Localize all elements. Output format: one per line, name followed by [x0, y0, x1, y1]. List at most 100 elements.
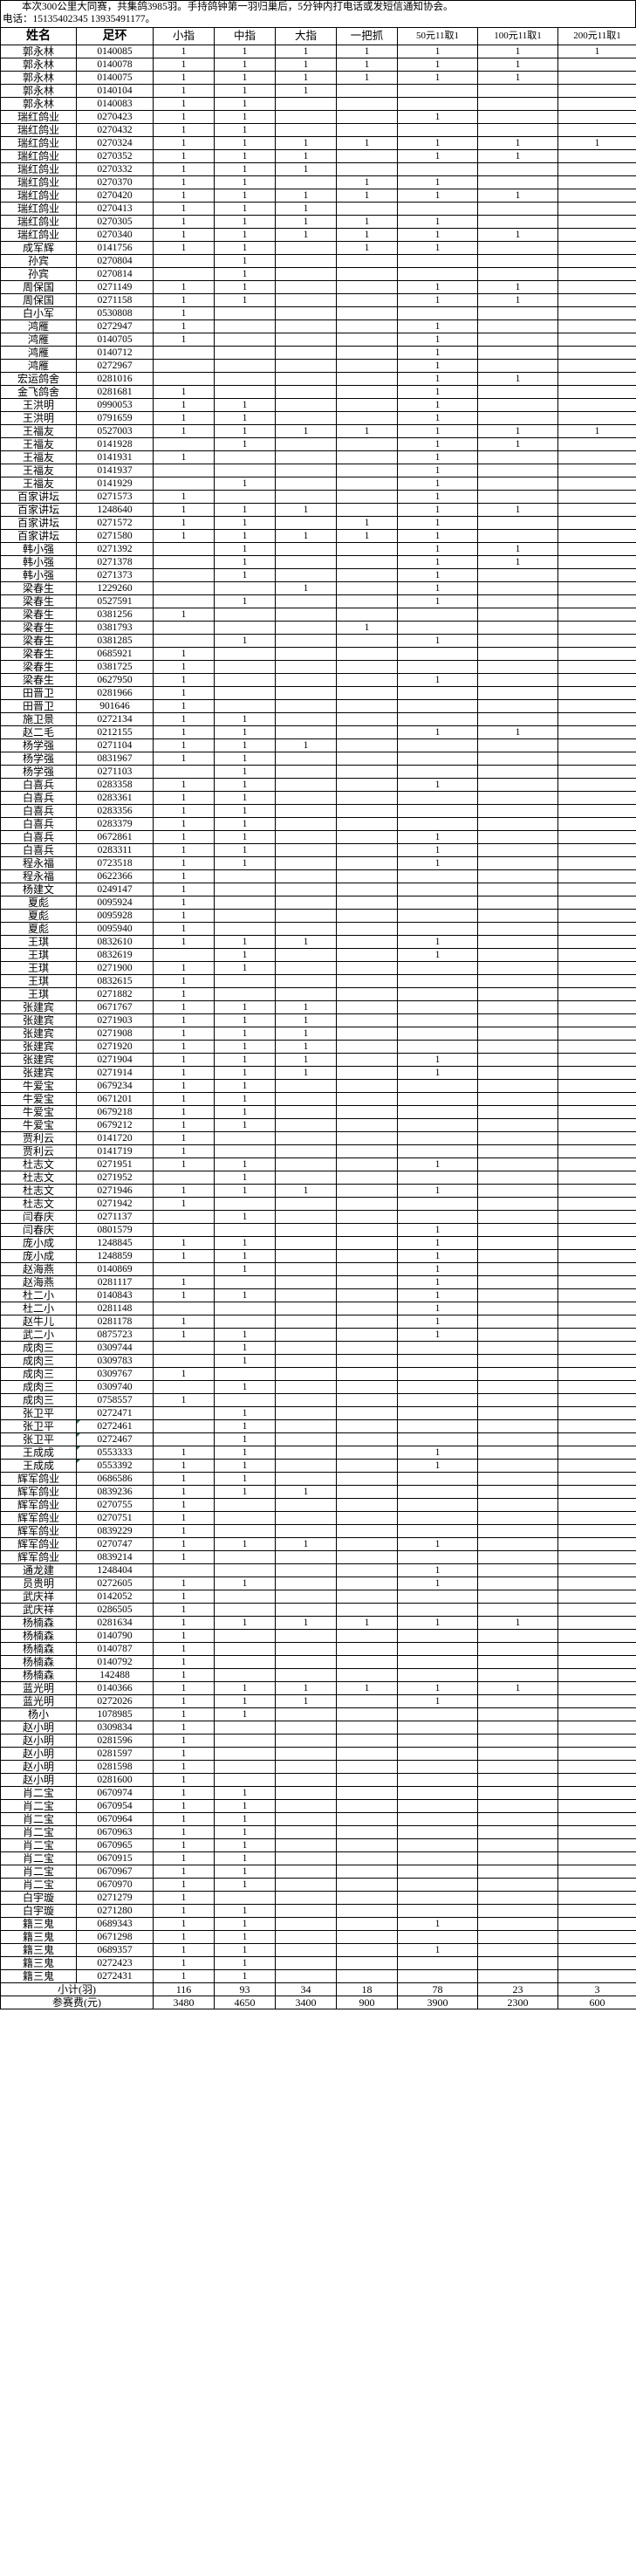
cell-middle-finger[interactable]: 1	[214, 1472, 276, 1486]
cell-grab[interactable]	[336, 804, 398, 818]
cell-prize-100[interactable]	[477, 1210, 558, 1224]
cell-middle-finger[interactable]: 1	[214, 254, 276, 268]
cell-prize-100[interactable]	[477, 1930, 558, 1944]
cell-prize-50[interactable]	[397, 1524, 478, 1538]
cell-prize-50[interactable]	[397, 1354, 478, 1368]
cell-middle-finger[interactable]	[214, 1275, 276, 1289]
cell-small-finger[interactable]: 1	[153, 1917, 215, 1931]
cell-prize-50[interactable]: 1	[397, 398, 478, 412]
cell-middle-finger[interactable]: 1	[214, 1419, 276, 1433]
cell-middle-finger[interactable]	[214, 306, 276, 320]
cell-big-finger[interactable]: 1	[275, 162, 337, 176]
cell-grab[interactable]	[336, 1131, 398, 1145]
cell-prize-50[interactable]	[397, 1969, 478, 1983]
cell-prize-50[interactable]	[397, 1406, 478, 1420]
cell-small-finger[interactable]: 1	[153, 896, 215, 910]
cell-ring-number[interactable]: 0758557	[76, 1393, 154, 1407]
cell-ring-number[interactable]: 0271580	[76, 529, 154, 543]
cell-big-finger[interactable]	[275, 621, 337, 635]
cell-big-finger[interactable]	[275, 830, 337, 844]
cell-big-finger[interactable]	[275, 1865, 337, 1879]
cell-prize-100[interactable]	[477, 529, 558, 543]
cell-small-finger[interactable]: 1	[153, 1773, 215, 1787]
cell-prize-50[interactable]	[397, 1000, 478, 1014]
cell-grab[interactable]	[336, 1577, 398, 1590]
cell-big-finger[interactable]: 1	[275, 1616, 337, 1630]
cell-middle-finger[interactable]: 1	[214, 1027, 276, 1041]
cell-prize-200[interactable]	[557, 778, 636, 792]
cell-small-finger[interactable]	[153, 621, 215, 635]
cell-owner-name[interactable]: 辉军鸽业	[0, 1485, 77, 1499]
cell-grab[interactable]	[336, 1223, 398, 1237]
cell-small-finger[interactable]	[153, 254, 215, 268]
cell-prize-100[interactable]: 1	[477, 293, 558, 307]
cell-prize-200[interactable]	[557, 1917, 636, 1931]
cell-big-finger[interactable]	[275, 1380, 337, 1394]
cell-grab[interactable]	[336, 1629, 398, 1643]
cell-prize-50[interactable]	[397, 1865, 478, 1879]
cell-middle-finger[interactable]: 1	[214, 45, 276, 58]
cell-grab[interactable]	[336, 1550, 398, 1564]
cell-small-finger[interactable]: 1	[153, 189, 215, 203]
cell-small-finger[interactable]: 1	[153, 45, 215, 58]
cell-grab[interactable]	[336, 372, 398, 386]
cell-prize-200[interactable]	[557, 359, 636, 373]
cell-big-finger[interactable]: 1	[275, 1681, 337, 1695]
cell-big-finger[interactable]	[275, 1629, 337, 1643]
cell-big-finger[interactable]	[275, 477, 337, 491]
cell-grab[interactable]	[336, 1040, 398, 1054]
cell-ring-number[interactable]: 0679212	[76, 1118, 154, 1132]
cell-ring-number[interactable]: 0270370	[76, 175, 154, 189]
cell-small-finger[interactable]: 1	[153, 1734, 215, 1748]
cell-prize-50[interactable]: 1	[397, 1302, 478, 1315]
cell-grab[interactable]	[336, 1930, 398, 1944]
cell-ring-number[interactable]: 0271572	[76, 516, 154, 530]
cell-grab[interactable]	[336, 1511, 398, 1525]
cell-grab[interactable]	[336, 1891, 398, 1905]
cell-big-finger[interactable]	[275, 922, 337, 936]
cell-prize-50[interactable]	[397, 123, 478, 137]
cell-big-finger[interactable]	[275, 883, 337, 896]
cell-grab[interactable]	[336, 385, 398, 399]
cell-small-finger[interactable]: 1	[153, 1707, 215, 1721]
cell-prize-100[interactable]	[477, 1040, 558, 1054]
cell-middle-finger[interactable]	[214, 1760, 276, 1774]
cell-prize-100[interactable]	[477, 1367, 558, 1381]
cell-big-finger[interactable]	[275, 752, 337, 766]
cell-prize-200[interactable]: 1	[557, 45, 636, 58]
cell-grab[interactable]	[336, 1747, 398, 1761]
cell-grab[interactable]	[336, 817, 398, 831]
cell-owner-name[interactable]: 夏彪	[0, 909, 77, 923]
cell-prize-200[interactable]	[557, 1380, 636, 1394]
cell-big-finger[interactable]	[275, 699, 337, 713]
cell-prize-200[interactable]	[557, 189, 636, 203]
cell-owner-name[interactable]: 郭永林	[0, 71, 77, 85]
cell-big-finger[interactable]	[275, 673, 337, 687]
cell-prize-50[interactable]	[397, 1851, 478, 1865]
cell-prize-200[interactable]	[557, 464, 636, 477]
cell-prize-200[interactable]	[557, 1734, 636, 1748]
cell-middle-finger[interactable]: 1	[214, 948, 276, 962]
cell-owner-name[interactable]: 闫春庆	[0, 1223, 77, 1237]
column-header-prize-100[interactable]: 100元11取1	[477, 27, 558, 45]
cell-prize-100[interactable]	[477, 1851, 558, 1865]
cell-ring-number[interactable]: 1229260	[76, 581, 154, 595]
column-header-ring[interactable]: 足环	[76, 27, 154, 45]
cell-ring-number[interactable]: 0801579	[76, 1223, 154, 1237]
cell-middle-finger[interactable]	[214, 922, 276, 936]
cell-grab[interactable]	[336, 1590, 398, 1604]
cell-grab[interactable]	[336, 1105, 398, 1119]
cell-middle-finger[interactable]: 1	[214, 1171, 276, 1185]
cell-owner-name[interactable]: 王福友	[0, 450, 77, 464]
cell-prize-200[interactable]	[557, 568, 636, 582]
cell-big-finger[interactable]: 1	[275, 84, 337, 98]
cell-ring-number[interactable]: 0271914	[76, 1066, 154, 1080]
cell-prize-200[interactable]	[557, 306, 636, 320]
cell-prize-100[interactable]	[477, 1734, 558, 1748]
cell-ring-number[interactable]: 0283379	[76, 817, 154, 831]
cell-prize-50[interactable]: 1	[397, 1262, 478, 1276]
cell-small-finger[interactable]: 1	[153, 935, 215, 949]
cell-small-finger[interactable]: 1	[153, 843, 215, 857]
cell-prize-50[interactable]: 1	[397, 241, 478, 255]
cell-prize-200[interactable]	[557, 1511, 636, 1525]
